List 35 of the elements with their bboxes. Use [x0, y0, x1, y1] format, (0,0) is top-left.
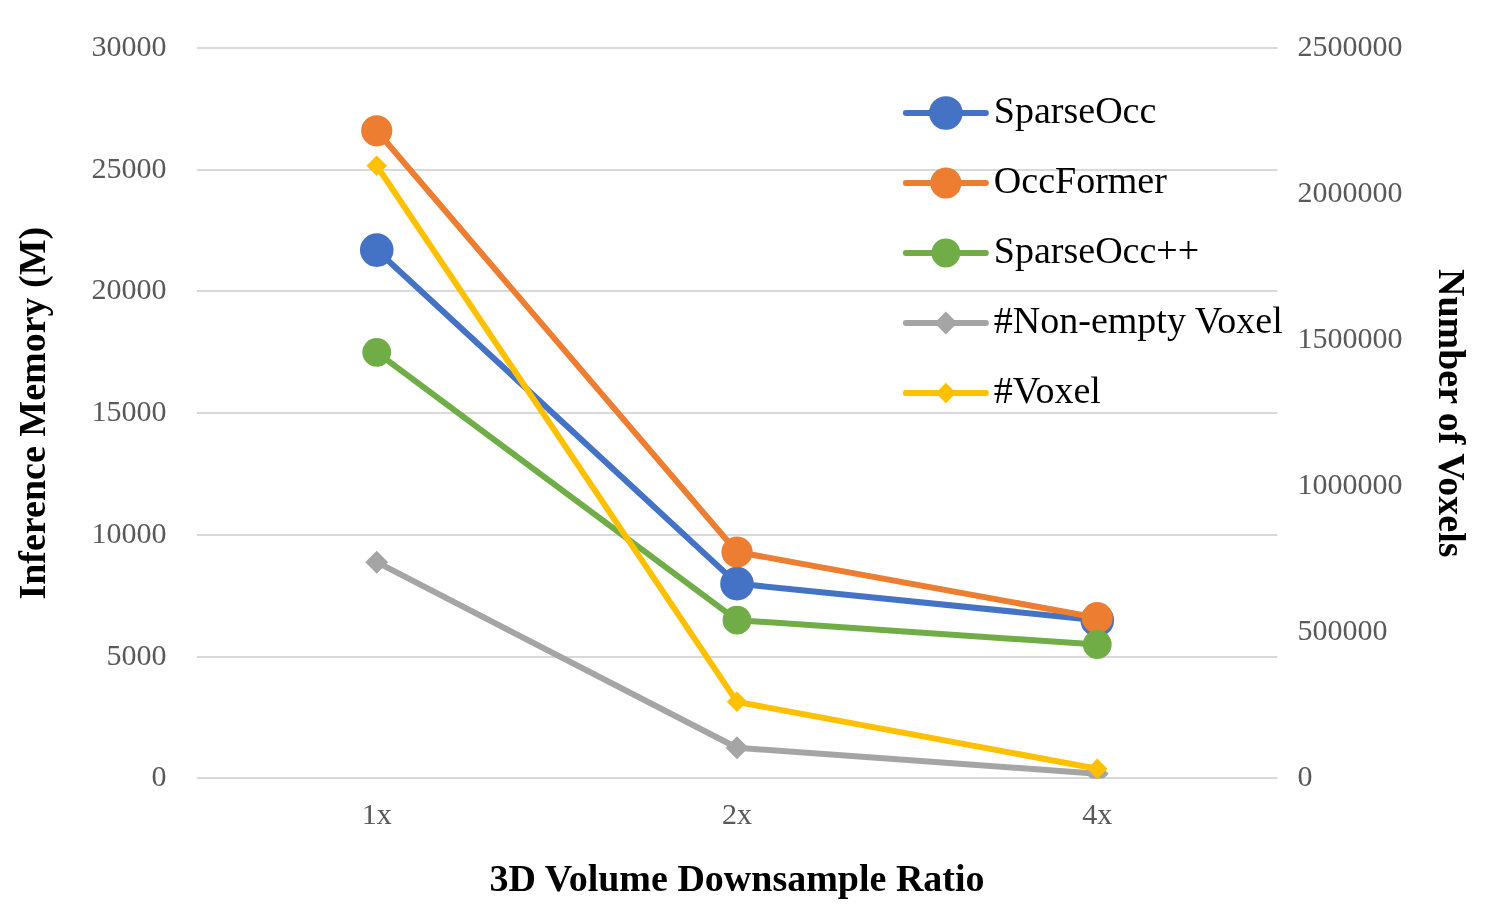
y2-tick-label: 500000 — [1297, 613, 1388, 647]
point — [367, 156, 386, 175]
x-tick-label: 4x — [1082, 797, 1113, 831]
y-tick-label: 30000 — [91, 28, 167, 62]
legend-label: OccFormer — [993, 158, 1168, 201]
y-tick-label: 25000 — [91, 150, 167, 184]
y2-tick-label: 1000000 — [1297, 467, 1403, 501]
y-tick-label: 0 — [151, 759, 167, 793]
y-tick-label: 5000 — [106, 637, 167, 671]
legend-label: SparseOcc — [993, 88, 1157, 131]
y-tick-label: 10000 — [91, 515, 167, 549]
y-axis-title: Inference Memory (M) — [10, 226, 54, 600]
y2-tick-label: 2000000 — [1297, 174, 1403, 208]
point — [366, 552, 387, 573]
point — [359, 233, 394, 267]
y2-tick-label: 1500000 — [1297, 321, 1403, 355]
y2-tick-label: 2500000 — [1297, 28, 1403, 62]
legend-label: SparseOcc++ — [993, 228, 1200, 271]
point — [726, 737, 748, 758]
legend-label: #Voxel — [993, 368, 1101, 411]
point — [361, 115, 393, 147]
y2-axis-title: Number of Voxels — [1431, 268, 1474, 558]
point — [362, 337, 392, 367]
y-tick-label: 20000 — [91, 272, 167, 306]
x-tick-label: 1x — [361, 797, 392, 831]
y-tick-label: 15000 — [91, 394, 167, 428]
x-tick-label: 2x — [722, 797, 752, 831]
legend-label: #Non-empty Voxel — [993, 298, 1283, 341]
point — [1082, 630, 1112, 659]
point — [721, 536, 753, 568]
y2-tick-label: 0 — [1297, 759, 1313, 793]
point — [720, 566, 754, 601]
point — [722, 605, 752, 635]
x-axis-title: 3D Volume Downsample Ratio — [489, 857, 985, 900]
point — [728, 692, 746, 711]
